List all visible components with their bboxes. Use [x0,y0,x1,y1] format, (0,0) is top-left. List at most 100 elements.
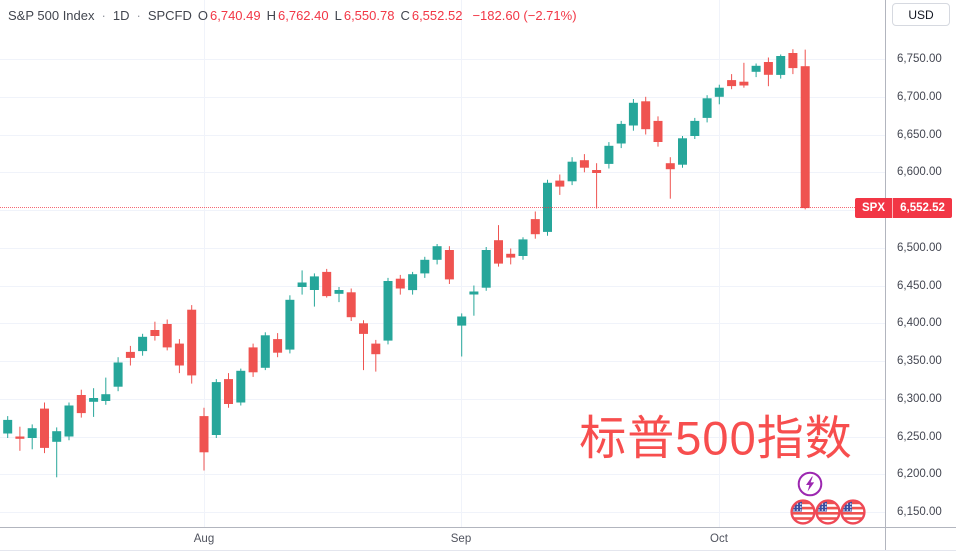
price-axis-label: 6,700.00 [897,90,942,103]
candle [776,54,786,79]
candle [64,402,74,441]
exchange-label[interactable]: SPCFD [147,7,192,23]
legend-separator: · [101,7,106,23]
candle [297,270,307,295]
v-gridline [719,0,720,527]
us-flag-event-icon[interactable] [840,499,866,527]
candle [420,256,430,278]
candle [395,274,405,295]
price-axis-label: 6,250.00 [897,430,942,443]
candle [604,142,614,169]
candle [690,117,700,139]
axis-corner-divider [885,528,886,550]
us-flag-event-icon[interactable] [790,499,816,527]
chart-canvas[interactable]: 标普500指数 [0,0,885,527]
candle [187,305,197,384]
candle [174,339,184,374]
candle [15,426,25,451]
price-tag-divider [892,198,894,219]
candle [641,96,651,135]
candle [506,248,516,265]
h-gridline [0,247,885,249]
candle [113,357,123,392]
h-gridline [0,134,885,136]
price-axis-label: 6,650.00 [897,128,942,141]
candle [567,157,577,186]
change-value: −182.60 (−2.71%) [472,7,577,23]
economic-event-lightning-icon[interactable] [797,471,823,502]
candle [199,407,209,471]
candle [27,424,37,450]
last-price-tag: SPX 6,552.52 [855,198,952,219]
price-axis-label: 6,200.00 [897,468,942,481]
candle [309,273,319,307]
candle [322,268,332,298]
candle [334,287,344,303]
price-tag-symbol: SPX [862,202,886,215]
interval-label[interactable]: 1D [112,7,130,23]
candle [481,247,491,291]
h-gridline [0,59,885,60]
candle [665,157,675,199]
open-value: 6,740.49 [210,7,261,23]
time-axis-label-oct: Oct [710,533,728,545]
candle [616,120,626,149]
symbol-title[interactable]: S&P 500 Index [8,7,95,23]
candle [236,368,246,406]
candle [150,321,160,341]
price-axis-label: 6,600.00 [897,166,942,179]
price-axis-label: 6,150.00 [897,506,942,518]
candle [408,271,418,295]
candlestick-series [3,49,810,478]
candle [260,332,270,371]
candle [383,277,393,345]
candle [40,402,49,454]
candle [530,211,540,239]
v-gridline [204,0,205,527]
close-value: 6,552.52 [411,7,463,23]
candle [285,295,295,354]
price-axis-label: 6,300.00 [897,392,942,405]
last-price-dotted-line [0,207,885,209]
price-axis-label: 6,750.00 [897,53,942,65]
ohlc-high: H 6,762.40 [266,7,329,23]
currency-button[interactable]: USD [892,3,950,26]
symbol-legend: S&P 500 Index · 1D · SPCFD O 6,740.49 H 6,… [8,6,577,24]
candle [432,244,442,265]
candle [702,95,712,123]
time-axis-label-sep: Sep [450,533,472,545]
ohlc-close: C 6,552.52 [400,7,463,23]
currency-label: USD [908,7,934,22]
candle [457,313,467,357]
candle [592,163,602,209]
candle [3,416,13,438]
candle [727,74,737,90]
time-axis[interactable]: Aug Sep Oct [0,527,956,551]
price-axis-label: 6,400.00 [897,317,942,330]
candle [469,285,479,316]
h-gridline [0,210,885,211]
candle [518,237,528,260]
h-gridline [0,96,885,98]
candle [359,320,368,371]
candle [739,62,749,88]
candle [555,174,565,195]
candle [763,57,773,87]
v-gridline [461,0,462,527]
time-axis-label-aug: Aug [193,533,215,545]
price-tag-value: 6,552.52 [900,202,945,215]
candle [371,339,381,372]
high-value: 6,762.40 [278,7,329,23]
h-gridline [0,398,885,400]
candle [800,49,810,210]
candle [444,246,454,284]
price-axis[interactable]: USD 6,750.00 6,700.00 6,650.00 6,600.00 6,50… [885,0,956,527]
ohlc-low: L 6,550.78 [334,7,395,23]
legend-separator: · [136,7,141,23]
h-gridline [0,512,885,513]
candle [788,49,798,75]
candle [125,345,135,366]
candle [751,63,761,78]
candle [211,379,221,438]
us-flag-event-icon[interactable] [815,499,841,527]
